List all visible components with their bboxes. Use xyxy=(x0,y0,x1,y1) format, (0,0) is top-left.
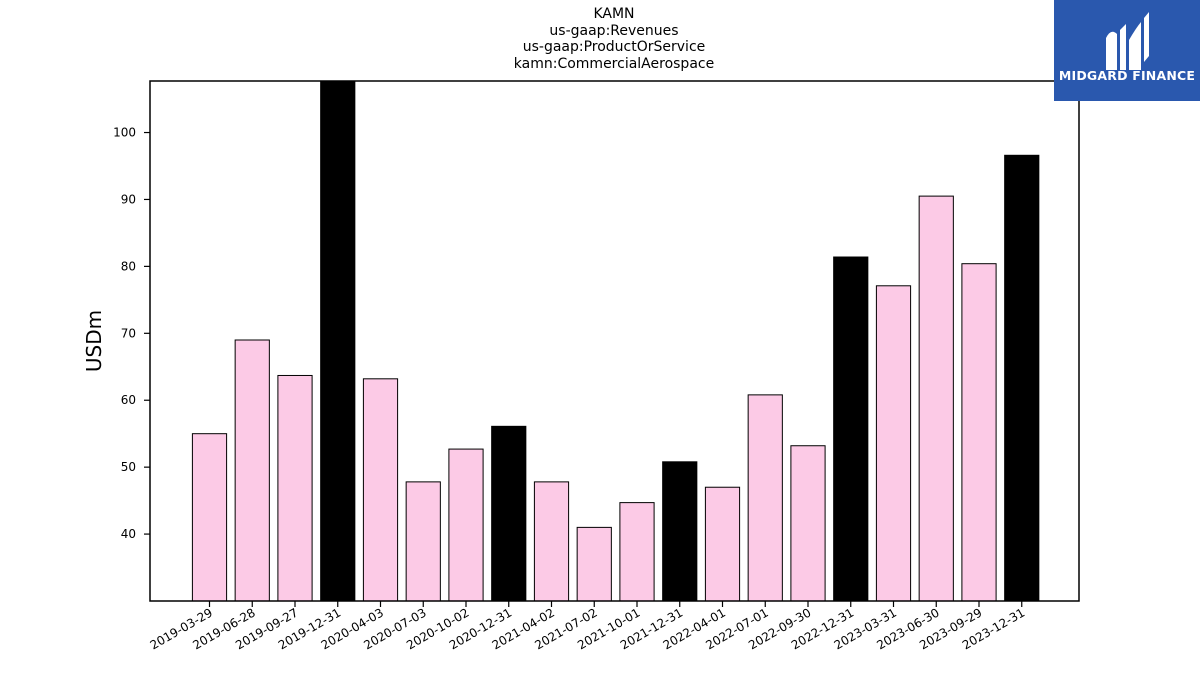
x-axis-ticks: 2019-03-292019-06-282019-09-272019-12-31… xyxy=(148,601,1027,652)
y-axis-label: USDm xyxy=(82,310,106,372)
y-tick-label: 100 xyxy=(113,126,136,140)
bar-2021-04-02 xyxy=(533,481,570,602)
y-tick-label: 70 xyxy=(121,326,136,340)
bar-2021-12-31 xyxy=(662,461,698,602)
y-tick-label: 90 xyxy=(121,192,136,206)
y-tick-label: 80 xyxy=(121,259,136,273)
bar-2022-07-01 xyxy=(747,394,783,602)
bar-2021-07-02 xyxy=(576,526,612,602)
bar-2023-03-31 xyxy=(875,285,912,602)
y-tick-label: 40 xyxy=(121,527,136,541)
bar-2022-04-01 xyxy=(704,486,741,602)
midgard-logo-icon xyxy=(1106,12,1149,70)
brand-logo-text: MIDGARD FINANCE xyxy=(1058,68,1196,83)
bar-2020-04-03 xyxy=(362,378,399,602)
bar-2020-12-31 xyxy=(491,425,527,602)
chart-title: KAMN us-gaap:Revenues us-gaap:ProductOrS… xyxy=(414,6,814,72)
y-tick-label: 60 xyxy=(121,393,136,407)
bar-2020-07-03 xyxy=(405,481,441,602)
y-axis-ticks: 40 50 60 70 80 90 100 xyxy=(113,126,150,541)
chart-title-line-1: KAMN xyxy=(593,6,635,22)
bar-2021-10-01 xyxy=(619,502,655,602)
bar-2023-12-31 xyxy=(1004,154,1040,602)
chart-title-line-3: us-gaap:ProductOrService xyxy=(522,39,706,55)
bar-2019-06-28 xyxy=(234,339,270,602)
bar-2022-12-31 xyxy=(833,256,869,602)
chart-title-line-2: us-gaap:Revenues xyxy=(549,22,679,39)
bar-2019-03-29 xyxy=(191,433,228,602)
bar-2019-09-27 xyxy=(277,374,313,602)
bars-group xyxy=(191,80,1040,602)
bar-2023-06-30 xyxy=(918,195,954,602)
bar-2022-09-30 xyxy=(790,445,826,602)
brand-logo: MIDGARD FINANCE xyxy=(1054,0,1200,101)
y-tick-label: 50 xyxy=(121,460,136,474)
chart-title-line-4: kamn:CommercialAerospace xyxy=(513,55,715,72)
bar-2020-10-02 xyxy=(448,448,484,602)
plot-frame xyxy=(149,80,1080,602)
bar-2023-09-29 xyxy=(961,263,997,602)
bar-2019-12-31 xyxy=(320,80,356,602)
